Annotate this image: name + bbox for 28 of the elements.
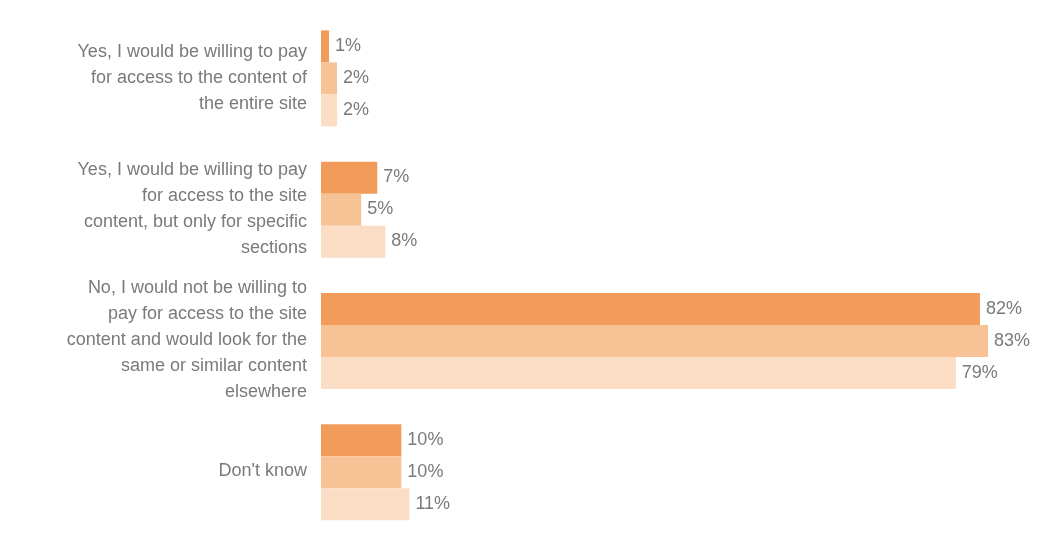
data-label: 79% [961, 361, 998, 382]
data-label: 7% [383, 166, 410, 187]
data-label: 1% [335, 35, 362, 56]
bar [321, 324, 988, 357]
bar [321, 30, 330, 63]
y-tick-label: No, I would not be willing to pay for access to the site content and would look for the same or similar content elsewhere [66, 276, 307, 401]
data-label: 83% [994, 329, 1031, 350]
data-label: 5% [367, 198, 394, 219]
y-tick-label: Yes, I would be willing to pay for access to the content of the entire site [77, 40, 308, 113]
bar [321, 225, 386, 258]
bar [321, 424, 402, 457]
bar [321, 62, 338, 95]
data-label: 82% [985, 297, 1022, 318]
data-label: 10% [407, 428, 444, 449]
bar [321, 488, 410, 521]
bar [321, 292, 980, 325]
bar [321, 94, 338, 127]
bar [321, 161, 378, 194]
data-label: 2% [343, 99, 370, 120]
y-tick-label: Yes, I would be willing to pay for access to the site content, but only for specific sections [77, 158, 307, 257]
y-tick-label: Don't know [218, 460, 308, 481]
bar [321, 193, 362, 226]
data-label: 2% [343, 67, 370, 88]
bar [321, 356, 956, 389]
data-label: 11% [415, 492, 451, 513]
bar [321, 456, 402, 489]
data-label: 8% [391, 230, 418, 251]
data-label: 10% [407, 460, 444, 481]
